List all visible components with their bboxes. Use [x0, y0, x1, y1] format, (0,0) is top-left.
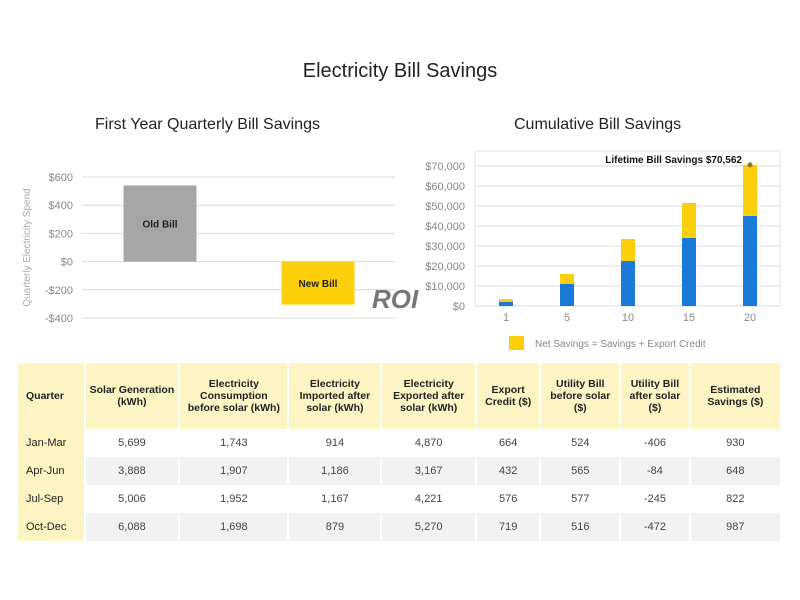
bar-savings — [499, 302, 513, 306]
column-header: Quarter — [18, 363, 86, 429]
column-header: Utility Bill before solar ($) — [541, 363, 622, 429]
table-cell: 1,167 — [289, 485, 383, 513]
table-cell: 664 — [477, 429, 542, 457]
table-cell: 648 — [690, 457, 782, 485]
bar-savings — [560, 284, 574, 306]
y-tick-label: $50,000 — [425, 201, 465, 213]
column-header: Export Credit ($) — [477, 363, 542, 429]
table-cell: 5,699 — [86, 429, 181, 457]
column-header: Electricity Exported after solar (kWh) — [382, 363, 477, 429]
roi-watermark: ROI — [372, 284, 419, 314]
y-tick-label: $200 — [49, 228, 73, 240]
x-tick-label: 1 — [503, 312, 509, 324]
page-title: Electricity Bill Savings — [302, 60, 498, 82]
legend-swatch — [509, 336, 524, 350]
table-cell: -472 — [621, 513, 691, 541]
table-row: Oct-Dec 6,088 1,698 879 5,270 719 516 -472 987 — [18, 513, 782, 541]
table-cell: 5,006 — [86, 485, 181, 513]
table-cell: 6,088 — [85, 513, 181, 541]
quarter-cell: Jul-Sep — [18, 485, 86, 513]
table-cell: 565 — [541, 457, 622, 485]
column-header: Solar Generation (kWh) — [85, 363, 181, 429]
table-cell: 432 — [477, 457, 542, 485]
table-cell: 4,221 — [382, 485, 477, 513]
table-cell: 719 — [477, 513, 542, 541]
table-cell: -84 — [621, 457, 691, 485]
table-cell: 930 — [691, 429, 782, 457]
bar-savings — [743, 216, 757, 306]
y-tick-label: $0 — [61, 257, 73, 269]
table-cell: 822 — [691, 485, 782, 513]
quarter-cell: Oct-Dec — [18, 513, 86, 541]
table-cell: 987 — [690, 513, 782, 541]
table-cell: 879 — [289, 513, 383, 541]
table-cell: -245 — [621, 485, 691, 513]
y-axis-title: Quarterly Electricity Spend — [22, 188, 33, 306]
y-tick-label: $40,000 — [425, 221, 465, 233]
table-cell: 914 — [289, 429, 383, 457]
table-cell: 1,186 — [289, 457, 383, 485]
quarter-cell: Jan-Mar — [18, 429, 86, 457]
bar-export-credit — [499, 299, 513, 302]
x-tick-label: 5 — [564, 312, 570, 324]
column-header: Utility Bill after solar ($) — [621, 363, 691, 429]
legend-label: Net Savings = Savings + Export Credit — [535, 339, 706, 350]
table-cell: 1,952 — [180, 485, 290, 513]
y-tick-label: $30,000 — [425, 241, 465, 253]
bar-export-credit — [621, 239, 635, 261]
table-cell: 1,743 — [180, 429, 290, 457]
y-tick-label: $600 — [49, 172, 73, 184]
bar-old-bill — [123, 185, 197, 262]
table-cell: 516 — [541, 513, 622, 541]
table-cell: 1,698 — [180, 513, 290, 541]
y-tick-label: -$400 — [45, 313, 73, 325]
table-row: Jan-Mar 5,699 1,743 914 4,870 664 524 -406 930 — [18, 429, 782, 457]
table-header-row: Quarter Solar Generation (kWh) Electricity… — [18, 363, 782, 429]
annotation-marker — [747, 162, 753, 168]
cumulative-chart-title: Cumulative Bill Savings — [514, 116, 682, 133]
column-header: Electricity Imported after solar (kWh) — [289, 363, 383, 429]
y-tick-label: $70,000 — [425, 161, 465, 173]
bar-label: New Bill — [299, 279, 338, 290]
bar-export-credit — [682, 203, 696, 238]
table-cell: 1,907 — [180, 457, 290, 485]
table-cell: 577 — [541, 485, 622, 513]
x-tick-label: 10 — [622, 312, 634, 324]
quarterly-chart-title: First Year Quarterly Bill Savings — [95, 116, 320, 133]
table-row: Jul-Sep 5,006 1,952 1,167 4,221 576 577 -245 822 — [18, 485, 782, 513]
lifetime-savings-annotation: Lifetime Bill Savings $70,562 — [605, 155, 742, 166]
y-tick-label: $10,000 — [425, 281, 465, 293]
table-cell: -406 — [621, 429, 691, 457]
y-tick-label: $60,000 — [425, 181, 465, 193]
bar-new-bill — [281, 261, 355, 305]
x-tick-label: 15 — [683, 312, 695, 324]
bar-export-credit — [743, 164, 757, 216]
bar-export-credit — [560, 274, 574, 284]
table-row: Apr-Jun 3,888 1,907 1,186 3,167 432 565 -84 648 — [18, 457, 782, 485]
x-tick-label: 20 — [744, 312, 756, 324]
table-cell: 576 — [477, 485, 542, 513]
quarterly-data-table: Quarter Solar Generation (kWh) Electricity… — [18, 363, 782, 541]
bar-savings — [682, 238, 696, 306]
table-cell: 4,870 — [382, 429, 477, 457]
bar-savings — [621, 261, 635, 306]
table-cell: 5,270 — [382, 513, 477, 541]
table-cell: 524 — [541, 429, 622, 457]
column-header: Electricity Consumption before solar (kW… — [180, 363, 290, 429]
y-tick-label: -$200 — [45, 285, 73, 297]
quarter-cell: Apr-Jun — [18, 457, 86, 485]
y-tick-label: $20,000 — [425, 261, 465, 273]
y-tick-label: $400 — [49, 200, 73, 212]
table-cell: 3,167 — [382, 457, 477, 485]
column-header: Estimated Savings ($) — [690, 363, 782, 429]
bar-label: Old Bill — [143, 220, 178, 231]
table-cell: 3,888 — [85, 457, 181, 485]
y-tick-label: $0 — [453, 301, 465, 313]
